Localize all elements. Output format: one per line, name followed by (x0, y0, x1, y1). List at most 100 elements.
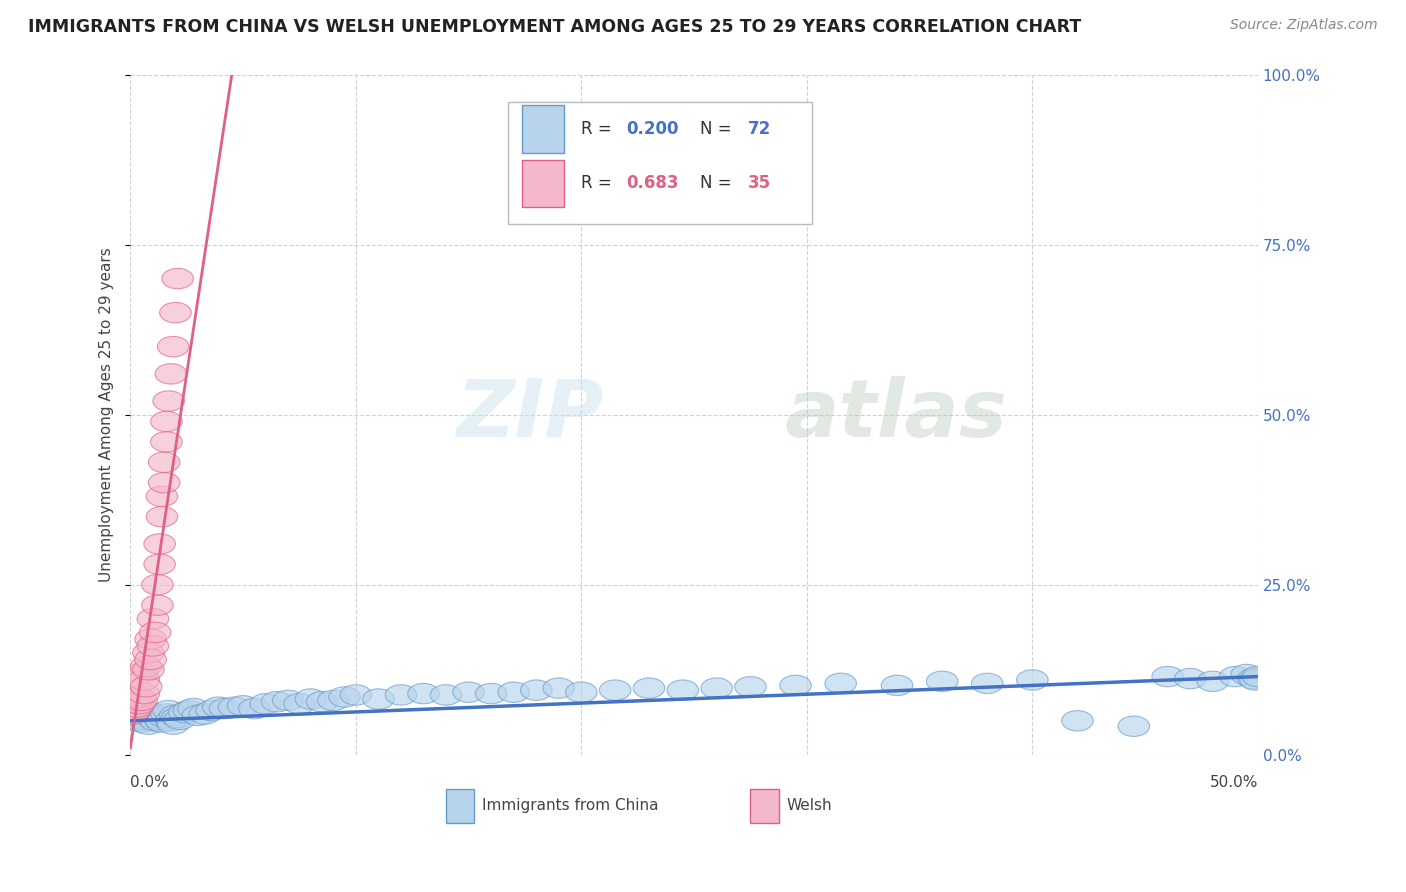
Ellipse shape (239, 698, 270, 719)
Ellipse shape (520, 680, 553, 700)
Text: ZIP: ZIP (457, 376, 605, 454)
Text: Welsh: Welsh (786, 798, 832, 814)
Ellipse shape (160, 302, 191, 323)
Ellipse shape (1241, 666, 1274, 687)
Text: 72: 72 (748, 120, 772, 138)
Ellipse shape (135, 649, 166, 670)
Ellipse shape (132, 642, 165, 663)
Ellipse shape (132, 659, 165, 680)
Ellipse shape (453, 682, 485, 702)
Ellipse shape (139, 622, 172, 642)
Ellipse shape (165, 709, 195, 730)
FancyBboxPatch shape (508, 102, 813, 224)
Ellipse shape (1219, 666, 1251, 687)
Text: 0.683: 0.683 (627, 174, 679, 193)
Ellipse shape (202, 697, 233, 717)
Ellipse shape (262, 691, 292, 712)
Ellipse shape (218, 697, 250, 717)
Ellipse shape (135, 702, 166, 723)
Ellipse shape (633, 678, 665, 698)
Ellipse shape (329, 687, 360, 707)
Ellipse shape (307, 691, 337, 712)
Ellipse shape (183, 706, 214, 725)
Ellipse shape (153, 391, 184, 411)
Ellipse shape (543, 678, 575, 698)
Ellipse shape (125, 712, 157, 732)
Ellipse shape (150, 432, 183, 452)
Ellipse shape (700, 678, 733, 698)
Text: 50.0%: 50.0% (1209, 775, 1258, 790)
Ellipse shape (173, 700, 205, 721)
Text: IMMIGRANTS FROM CHINA VS WELSH UNEMPLOYMENT AMONG AGES 25 TO 29 YEARS CORRELATIO: IMMIGRANTS FROM CHINA VS WELSH UNEMPLOYM… (28, 18, 1081, 36)
Ellipse shape (121, 707, 153, 728)
Text: Immigrants from China: Immigrants from China (482, 798, 658, 814)
Ellipse shape (188, 704, 221, 724)
Ellipse shape (142, 706, 173, 725)
Ellipse shape (1230, 665, 1263, 685)
Ellipse shape (927, 671, 957, 691)
Ellipse shape (284, 694, 315, 714)
FancyBboxPatch shape (751, 789, 779, 822)
Ellipse shape (135, 629, 166, 649)
Ellipse shape (120, 700, 150, 721)
Ellipse shape (153, 700, 184, 721)
Ellipse shape (1152, 666, 1184, 687)
Text: Source: ZipAtlas.com: Source: ZipAtlas.com (1230, 18, 1378, 32)
Text: atlas: atlas (785, 376, 1007, 454)
Ellipse shape (1237, 668, 1270, 689)
Ellipse shape (128, 709, 160, 730)
Ellipse shape (143, 709, 176, 730)
Ellipse shape (131, 706, 162, 725)
Ellipse shape (1062, 711, 1094, 731)
Ellipse shape (149, 452, 180, 473)
Ellipse shape (599, 680, 631, 700)
Ellipse shape (169, 702, 200, 723)
Ellipse shape (780, 675, 811, 696)
Ellipse shape (155, 711, 187, 731)
FancyBboxPatch shape (522, 160, 564, 207)
Ellipse shape (228, 696, 259, 716)
Ellipse shape (157, 336, 188, 357)
FancyBboxPatch shape (522, 105, 564, 153)
Ellipse shape (120, 694, 150, 714)
Ellipse shape (1240, 670, 1271, 690)
Ellipse shape (825, 673, 856, 694)
Ellipse shape (195, 700, 228, 721)
Ellipse shape (295, 689, 326, 709)
Ellipse shape (363, 689, 394, 709)
Y-axis label: Unemployment Among Ages 25 to 29 years: Unemployment Among Ages 25 to 29 years (100, 247, 114, 582)
Ellipse shape (143, 533, 176, 554)
Ellipse shape (124, 711, 155, 731)
Ellipse shape (138, 707, 169, 728)
Ellipse shape (124, 694, 155, 714)
Ellipse shape (408, 683, 439, 704)
Text: R =: R = (581, 120, 617, 138)
Ellipse shape (666, 680, 699, 700)
Text: R =: R = (581, 174, 617, 193)
Ellipse shape (121, 690, 153, 711)
Ellipse shape (972, 673, 1002, 694)
Ellipse shape (565, 682, 598, 702)
Ellipse shape (139, 711, 172, 731)
Ellipse shape (117, 704, 149, 724)
Text: 0.200: 0.200 (627, 120, 679, 138)
Ellipse shape (125, 663, 157, 683)
Text: N =: N = (700, 174, 737, 193)
Ellipse shape (138, 636, 169, 657)
Ellipse shape (162, 268, 194, 289)
Ellipse shape (131, 676, 162, 697)
Ellipse shape (498, 682, 530, 702)
Text: 0.0%: 0.0% (131, 775, 169, 790)
Ellipse shape (124, 687, 155, 707)
Ellipse shape (125, 690, 157, 711)
Ellipse shape (149, 473, 180, 493)
Ellipse shape (128, 683, 160, 704)
Ellipse shape (150, 411, 183, 432)
Ellipse shape (142, 595, 173, 615)
Ellipse shape (121, 697, 153, 717)
Ellipse shape (250, 694, 281, 714)
Ellipse shape (340, 685, 371, 706)
Ellipse shape (120, 704, 150, 724)
Ellipse shape (146, 486, 177, 507)
Ellipse shape (1017, 670, 1047, 690)
